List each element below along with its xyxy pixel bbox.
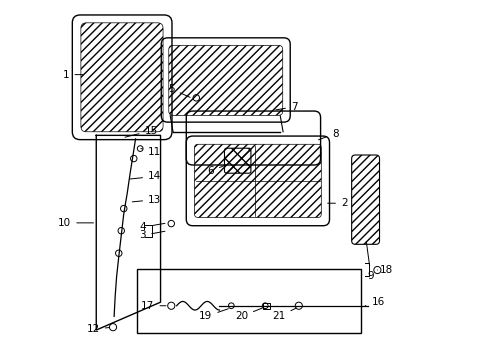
Text: 14: 14 [130, 171, 161, 181]
Text: 5: 5 [168, 84, 190, 98]
Text: 17: 17 [141, 301, 165, 311]
Text: 12: 12 [86, 324, 109, 334]
Text: 6: 6 [207, 165, 225, 176]
Text: 11: 11 [141, 147, 161, 157]
Text: 3: 3 [140, 230, 164, 240]
Text: 20: 20 [234, 308, 262, 321]
Text: 8: 8 [318, 129, 338, 140]
Bar [263, 303, 269, 309]
Text: 16: 16 [365, 297, 384, 307]
Bar [137, 269, 360, 333]
Text: 10: 10 [58, 218, 93, 228]
Text: 2: 2 [327, 198, 347, 208]
Text: 19: 19 [199, 309, 228, 321]
Text: 4: 4 [140, 222, 164, 232]
Text: 15: 15 [125, 126, 158, 137]
Text: 13: 13 [132, 195, 161, 204]
Text: 21: 21 [272, 308, 296, 321]
Text: 18: 18 [377, 265, 393, 275]
Text: 1: 1 [62, 69, 82, 80]
Text: 9: 9 [366, 242, 374, 282]
Text: 7: 7 [275, 102, 297, 112]
